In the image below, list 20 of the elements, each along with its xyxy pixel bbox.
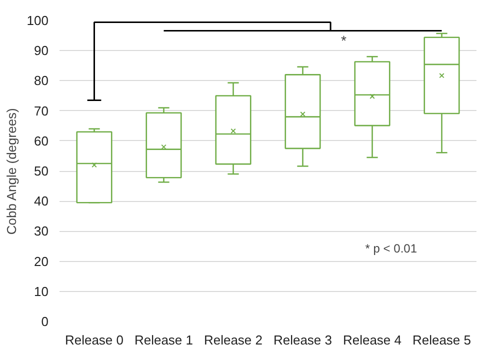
y-tick-label: 0 xyxy=(41,314,49,329)
y-axis-title: Cobb Angle (degrees) xyxy=(4,108,19,235)
annotation: * p < 0.01 xyxy=(365,241,418,256)
y-tick-label: 30 xyxy=(34,224,49,239)
x-tick-label: Release 3 xyxy=(273,332,332,348)
y-tick-label: 90 xyxy=(34,43,49,58)
y-tick-label: 40 xyxy=(34,194,49,209)
x-tick-label: Release 2 xyxy=(204,332,263,348)
y-tick-label: 60 xyxy=(34,133,49,148)
x-tick-label: Release 1 xyxy=(134,332,194,348)
x-tick-label: Release 5 xyxy=(412,332,472,348)
y-tick-label: 80 xyxy=(34,73,49,88)
y-tick-label: 50 xyxy=(34,164,49,178)
x-tick-label: Release 4 xyxy=(342,332,402,348)
x-tick-label: Release 0 xyxy=(64,332,124,348)
y-tick-label: 10 xyxy=(34,284,49,299)
annotation: * xyxy=(340,32,347,49)
y-tick-label: 20 xyxy=(34,254,49,269)
y-tick-label: 100 xyxy=(26,13,49,28)
y-tick-label: 70 xyxy=(34,103,49,118)
